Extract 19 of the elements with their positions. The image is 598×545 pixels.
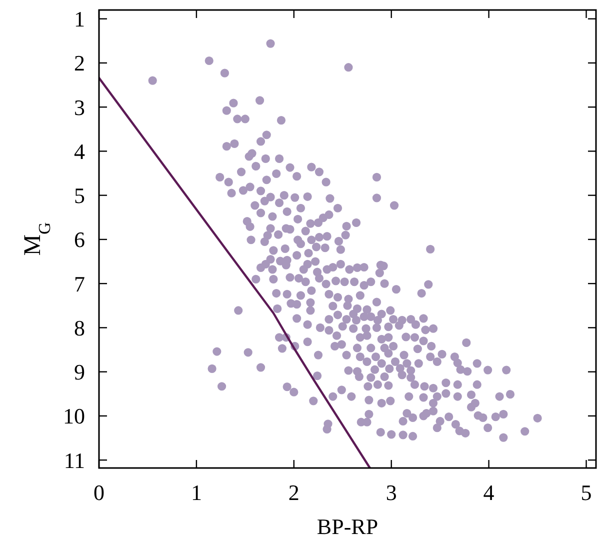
y-tick-label: 6	[74, 227, 85, 252]
y-tick-label: 4	[74, 138, 85, 164]
x-tick-label: 5	[580, 480, 592, 505]
x-tick-label: 1	[190, 480, 202, 505]
y-tick-label: 9	[74, 360, 85, 385]
y-tick-label: 11	[64, 448, 85, 473]
y-tick-label: 1	[74, 6, 85, 32]
y-tick-label: 8	[74, 315, 85, 340]
x-axis-title: BP-RP	[316, 514, 378, 539]
x-tick-label: 0	[94, 480, 104, 505]
x-tick-label: 3	[386, 480, 397, 505]
y-tick-label: 5	[74, 183, 85, 208]
y-tick-label: 3	[74, 94, 85, 120]
y-tick-label: 10	[63, 404, 85, 429]
x-tick-label: 2	[288, 480, 300, 505]
line-series	[99, 76, 372, 468]
y-tick-label: 7	[74, 271, 85, 296]
y-tick-label: 2	[74, 50, 85, 76]
x-tick-label: 4	[483, 480, 494, 505]
